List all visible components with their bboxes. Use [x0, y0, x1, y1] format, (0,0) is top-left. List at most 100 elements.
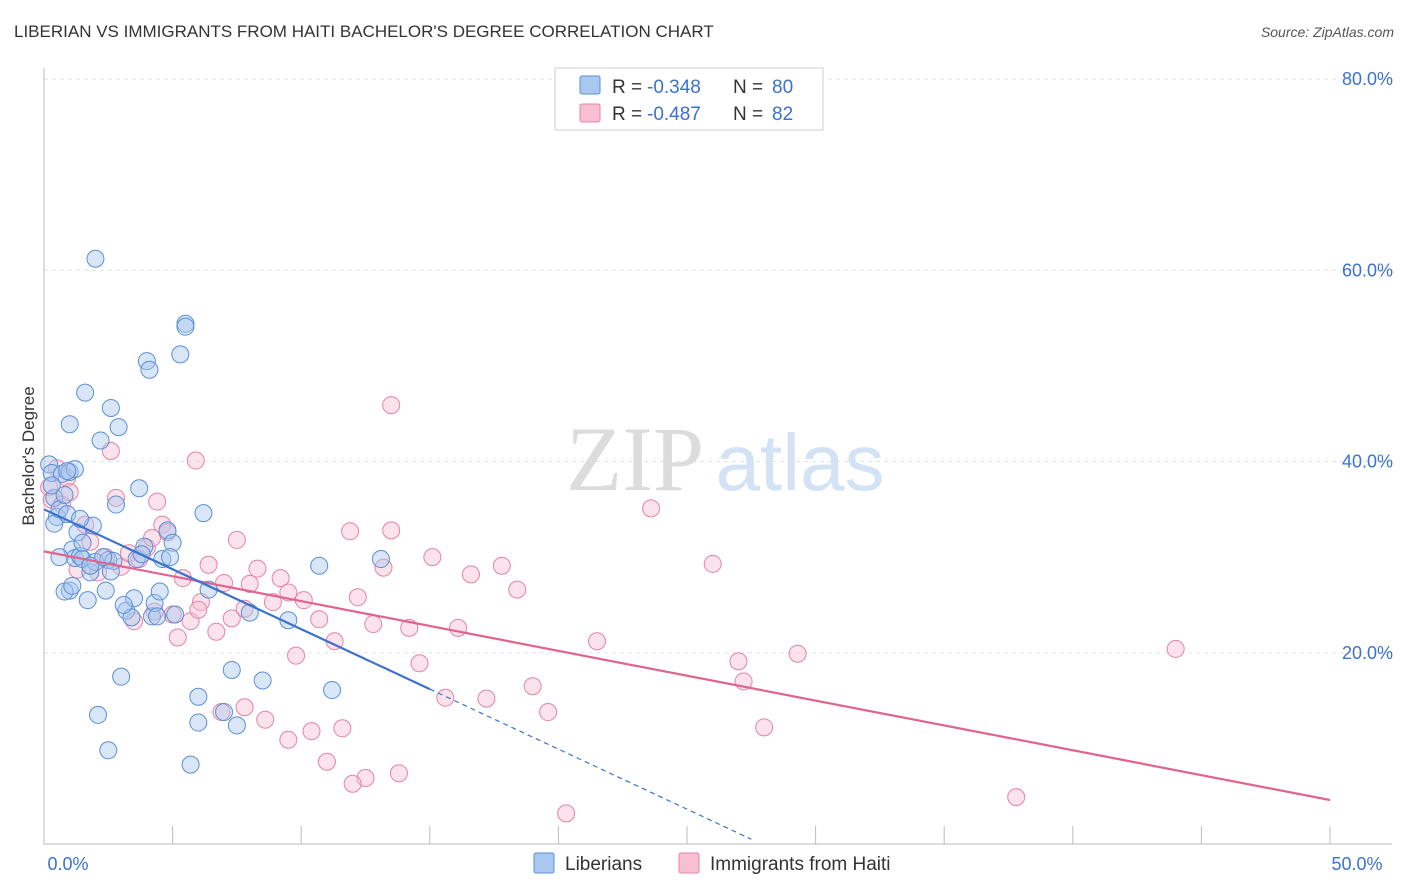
- x-tick-label-min: 0.0%: [47, 854, 88, 874]
- y-tick-label-40: 40.0%: [1342, 452, 1393, 472]
- point-liberians-21: [91, 431, 110, 450]
- point-liberians-51: [222, 660, 241, 679]
- point-haiti-36: [256, 710, 275, 729]
- point-haiti-63: [523, 677, 542, 696]
- point-haiti-66: [587, 632, 606, 651]
- point-haiti-59: [461, 565, 480, 584]
- stats-n-label-liberians: N =: [733, 77, 763, 98]
- point-haiti-71: [755, 718, 774, 737]
- series-legend: Liberians Immigrants from Haiti: [533, 852, 891, 875]
- point-liberians-47: [189, 687, 208, 706]
- point-haiti-35: [248, 559, 267, 578]
- point-haiti-68: [703, 554, 722, 573]
- point-liberians-59: [86, 249, 105, 268]
- point-liberians-7: [55, 485, 74, 504]
- point-haiti-52: [382, 521, 401, 540]
- point-haiti-12: [107, 488, 126, 507]
- legend-label-liberians: Liberians: [565, 854, 642, 875]
- point-liberians-18: [81, 563, 100, 582]
- point-haiti-55: [410, 654, 429, 673]
- point-liberians-67: [148, 607, 167, 626]
- point-liberians-60: [60, 581, 79, 600]
- point-liberians-52: [227, 716, 246, 735]
- point-haiti-61: [492, 556, 511, 575]
- point-liberians-24: [101, 398, 120, 417]
- point-liberians-22: [96, 581, 115, 600]
- point-liberians-57: [323, 681, 342, 700]
- stats-swatch-liberians: [579, 75, 601, 95]
- point-haiti-34: [240, 574, 259, 593]
- point-haiti-26: [186, 451, 205, 470]
- trend-line-liberians-extension: [429, 688, 752, 840]
- point-haiti-65: [557, 804, 576, 823]
- point-liberians-63: [73, 533, 92, 552]
- point-liberians-49: [194, 504, 213, 523]
- point-haiti-46: [333, 719, 352, 738]
- point-haiti-57: [436, 688, 455, 707]
- point-haiti-31: [222, 609, 241, 628]
- point-liberians-32: [130, 479, 149, 498]
- point-liberians-37: [145, 594, 164, 613]
- point-haiti-32: [227, 530, 246, 549]
- point-liberians-61: [65, 460, 84, 479]
- point-liberians-78: [114, 595, 133, 614]
- point-liberians-38: [150, 582, 169, 601]
- point-haiti-62: [508, 580, 527, 599]
- stats-n-value-liberians: 80: [772, 77, 793, 98]
- point-haiti-60: [477, 689, 496, 708]
- point-haiti-37: [263, 593, 282, 612]
- point-liberians-53: [240, 603, 259, 622]
- point-haiti-56: [423, 548, 442, 567]
- point-haiti-74: [1166, 639, 1185, 658]
- point-liberians-1: [42, 463, 61, 482]
- point-haiti-79: [189, 600, 208, 619]
- point-liberians-54: [253, 671, 272, 690]
- point-liberians-10: [60, 415, 79, 434]
- watermark: ZIP atlas: [566, 408, 884, 510]
- legend-swatch-haiti: [678, 852, 700, 874]
- y-tick-label-60: 60.0%: [1342, 260, 1393, 280]
- point-haiti-30: [215, 573, 234, 592]
- point-liberians-79: [71, 509, 90, 528]
- point-liberians-27: [109, 418, 128, 437]
- point-liberians-30: [125, 589, 144, 608]
- point-liberians-70: [50, 548, 69, 567]
- point-liberians-28: [112, 667, 131, 686]
- point-haiti-81: [343, 774, 362, 793]
- point-haiti-23: [168, 628, 187, 647]
- point-haiti-47: [341, 522, 360, 541]
- stats-swatch-haiti: [579, 103, 601, 123]
- point-haiti-48: [348, 588, 367, 607]
- watermark-atlas: atlas: [716, 418, 885, 507]
- y-tick-label-20: 20.0%: [1342, 643, 1393, 663]
- point-haiti-67: [641, 499, 660, 518]
- stats-r-label-haiti: R =: [612, 104, 642, 125]
- point-liberians-26: [107, 495, 126, 514]
- point-haiti-40: [287, 646, 306, 665]
- point-haiti-50: [364, 615, 383, 634]
- point-haiti-38: [271, 569, 290, 588]
- stats-r-value-liberians: -0.348: [647, 77, 701, 98]
- point-liberians-17: [78, 591, 97, 610]
- trend-lines: [43, 508, 1331, 840]
- y-tick-labels: 80.0% 60.0% 40.0% 20.0%: [1342, 69, 1393, 663]
- point-liberians-75: [63, 576, 82, 595]
- point-liberians-46: [181, 755, 200, 774]
- point-liberians-42: [166, 605, 185, 624]
- point-haiti-42: [302, 722, 321, 741]
- point-liberians-77: [101, 562, 120, 581]
- chart-source: Source: ZipAtlas.com: [1260, 24, 1394, 40]
- stats-legend: R = -0.348 N = 80 R = -0.487 N = 82: [554, 67, 824, 131]
- point-haiti-76: [235, 698, 254, 717]
- series-immigrants-from-haiti: [40, 396, 1185, 823]
- point-liberians-45: [176, 317, 195, 336]
- point-liberians-50: [215, 703, 234, 722]
- x-tick-label-max: 50.0%: [1331, 854, 1382, 874]
- point-liberians-41: [163, 533, 182, 552]
- series-liberians: [40, 249, 390, 774]
- point-liberians-16: [76, 383, 95, 402]
- point-liberians-74: [161, 548, 180, 567]
- point-haiti-19: [148, 492, 167, 511]
- point-haiti-75: [382, 396, 401, 415]
